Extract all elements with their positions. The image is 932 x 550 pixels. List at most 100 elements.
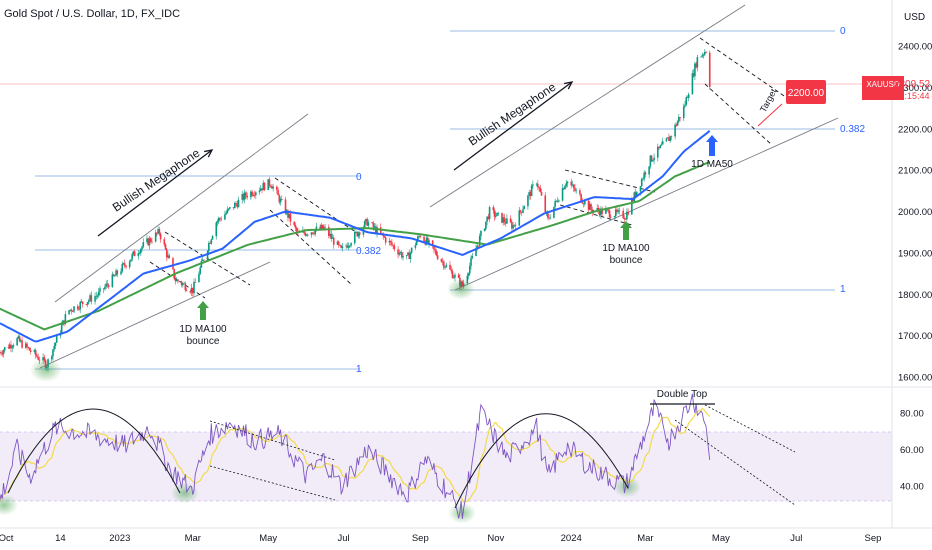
candle-body-373	[643, 172, 645, 179]
candle-body-138	[236, 203, 239, 208]
candle-288	[496, 212, 498, 217]
candle-body-77	[131, 254, 133, 260]
candle-body-172	[295, 227, 298, 232]
candle-359	[618, 207, 621, 215]
candle-62	[105, 280, 107, 289]
candle-body-82	[140, 249, 142, 254]
candle-12	[18, 335, 21, 343]
candle-body-240	[414, 245, 417, 248]
candle-70	[120, 268, 122, 276]
candle-body-85	[146, 238, 148, 243]
candle-265	[457, 272, 460, 279]
candle-body-146	[251, 191, 253, 196]
candle-168	[288, 213, 291, 220]
time-tick-9: Mar	[637, 533, 653, 544]
candle-body-242	[417, 236, 419, 242]
candle-body-128	[219, 218, 221, 219]
candle-358	[617, 208, 620, 215]
candle-72	[122, 262, 125, 266]
candle-body-306	[528, 192, 530, 196]
candle-body-307	[529, 192, 532, 197]
candle-91	[156, 232, 158, 237]
candle-body-226	[389, 240, 392, 243]
candle-body-256	[441, 261, 444, 263]
candle-body-89	[151, 241, 153, 243]
candle-23	[37, 353, 39, 361]
candle-body-241	[415, 241, 418, 246]
time-tick-12: Sep	[865, 533, 882, 544]
candle-body-296	[511, 222, 513, 229]
candle-body-92	[157, 229, 159, 234]
candle-94	[159, 232, 162, 243]
candle-body-97	[165, 249, 168, 258]
candle-286	[493, 207, 496, 221]
candle-156	[268, 176, 271, 189]
candle-305	[527, 194, 529, 210]
candle-80	[137, 250, 140, 260]
candle-18	[28, 347, 31, 351]
candle-body-140	[241, 194, 244, 200]
candle-body-394	[679, 117, 681, 119]
candle-body-314	[540, 192, 543, 196]
megaphone-1-arrow-shaft	[97, 149, 213, 237]
candle-body-24	[38, 359, 41, 361]
candle-68	[115, 268, 117, 276]
candle-5	[7, 344, 10, 350]
candle-206	[355, 230, 357, 234]
candle-body-204	[350, 243, 352, 246]
candle-body-88	[149, 238, 152, 242]
candle-86	[147, 237, 150, 246]
candle-380	[656, 143, 659, 162]
candle-body-387	[668, 137, 670, 141]
candle-236	[407, 251, 409, 256]
candle-body-43	[71, 311, 74, 313]
candle-240	[414, 242, 417, 250]
candle-body-374	[644, 172, 647, 175]
candle-body-185	[319, 226, 321, 229]
candle-312	[538, 186, 540, 192]
candle-body-164	[281, 198, 283, 200]
candle-190	[328, 224, 330, 239]
candle-body-322	[555, 200, 558, 202]
candle-401	[692, 69, 695, 78]
candle-287	[494, 212, 497, 220]
candle-body-311	[537, 183, 539, 187]
candle-body-12	[18, 336, 21, 342]
candle-body-41	[69, 309, 72, 311]
candle-104	[177, 278, 179, 284]
candle-body-156	[268, 179, 271, 186]
candle-226	[389, 240, 392, 246]
candle-body-395	[682, 106, 685, 119]
candle-body-278	[478, 236, 481, 246]
candle-44	[73, 306, 75, 314]
candle-257	[443, 259, 445, 270]
candle-17	[27, 346, 30, 349]
candle-body-177	[304, 233, 307, 236]
candle-body-355	[613, 216, 616, 218]
candle-body-111	[190, 287, 193, 293]
candle-225	[388, 237, 391, 246]
candle-21	[34, 348, 37, 359]
candle-body-147	[252, 194, 255, 196]
rsi-arc-1	[7, 408, 181, 494]
candle-body-64	[107, 284, 110, 288]
candle-330	[570, 178, 573, 189]
candle-body-264	[454, 274, 456, 278]
candle-77	[131, 252, 133, 262]
candle-201	[346, 242, 349, 249]
candle-197	[339, 244, 341, 247]
axis-layer: 2400.00 2300.00 2200.00 2100.00 2000.00 1900.…	[0, 42, 932, 545]
candle-25	[42, 353, 44, 365]
candle-body-144	[246, 195, 248, 198]
candle-body-53	[89, 295, 91, 301]
candle-body-44	[73, 306, 75, 312]
candle-body-190	[328, 227, 330, 236]
candle-56	[95, 291, 98, 300]
candle-body-309	[532, 184, 534, 186]
candle-body-39	[64, 314, 67, 325]
candle-body-239	[410, 247, 413, 253]
candle-body-6	[8, 344, 11, 349]
candle-352	[607, 208, 610, 214]
candle-body-354	[609, 217, 612, 218]
candle-body-211	[363, 221, 366, 228]
